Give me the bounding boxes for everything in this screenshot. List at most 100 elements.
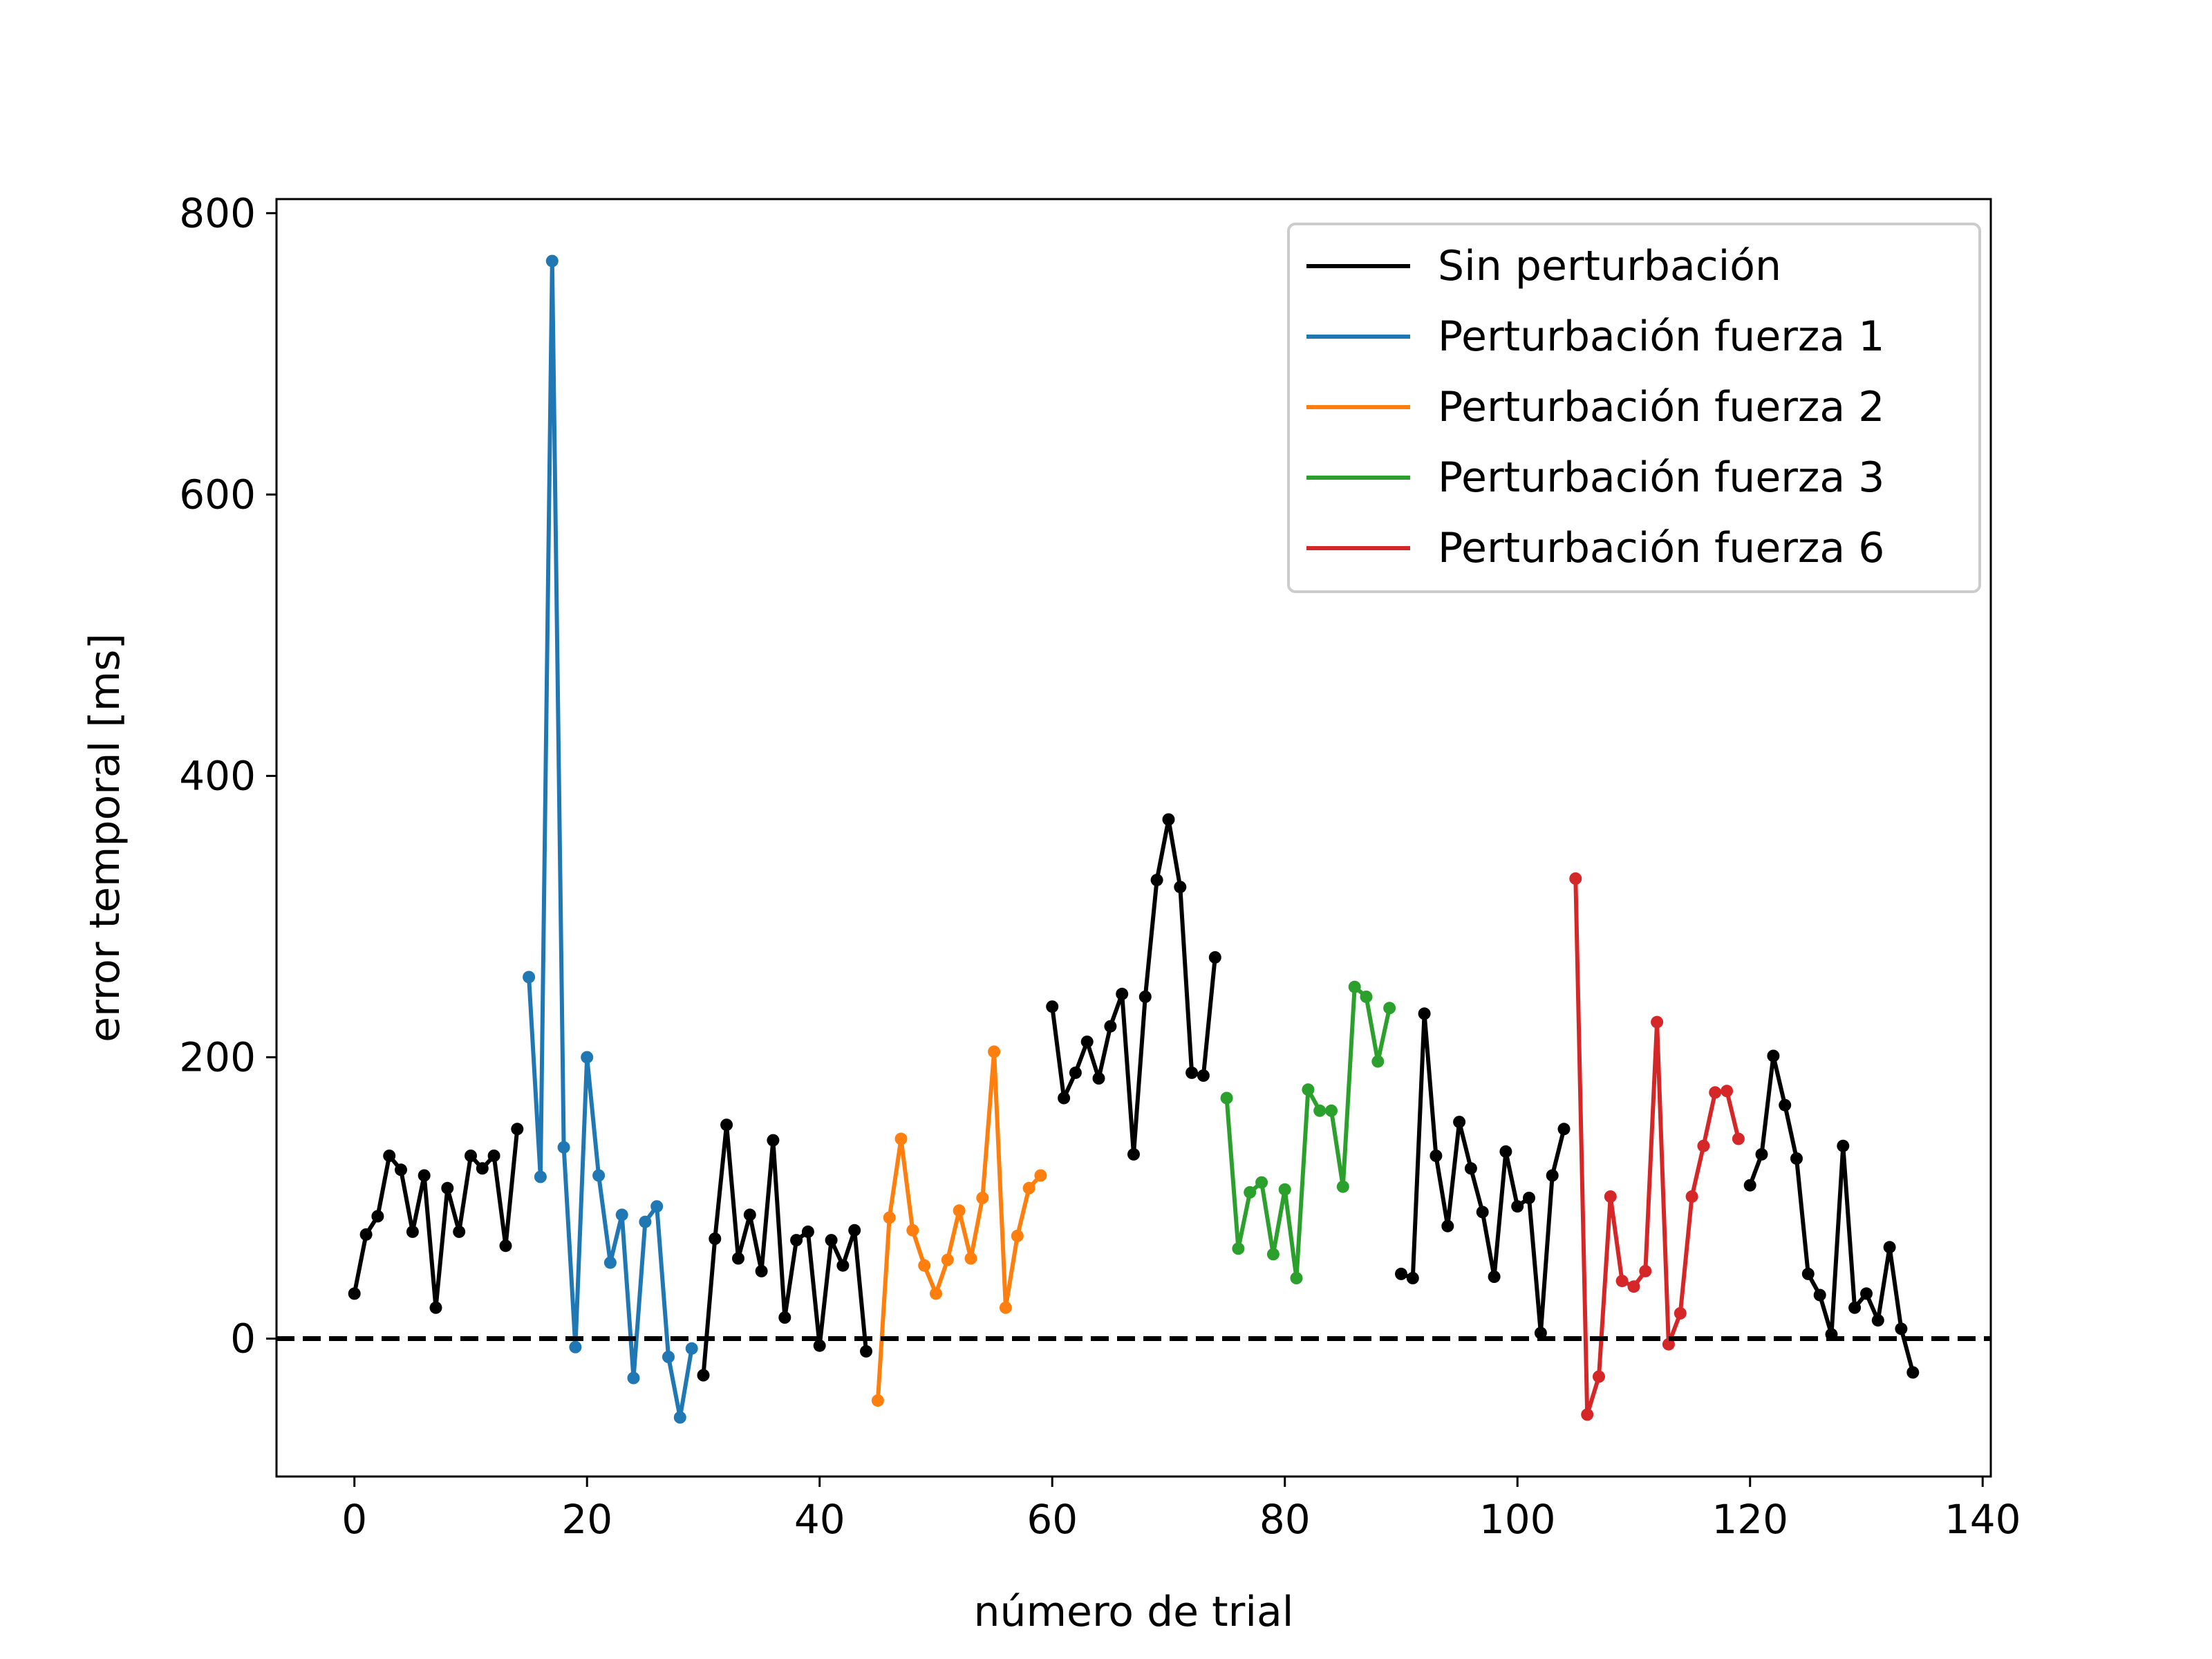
data-point	[603, 1256, 617, 1269]
data-point	[1755, 1147, 1768, 1161]
data-point	[557, 1141, 570, 1154]
data-point	[1813, 1288, 1826, 1302]
data-point	[1743, 1179, 1756, 1192]
data-point	[1790, 1152, 1803, 1165]
data-point	[1313, 1104, 1327, 1117]
data-point	[371, 1210, 384, 1223]
data-point	[988, 1045, 1001, 1058]
data-point	[1360, 991, 1373, 1003]
data-point	[1860, 1287, 1873, 1300]
x-tick-label: 40	[794, 1496, 845, 1543]
data-point	[395, 1163, 407, 1177]
data-point	[1546, 1169, 1559, 1182]
data-point	[720, 1118, 733, 1132]
data-point	[1674, 1306, 1687, 1320]
data-point	[627, 1371, 640, 1385]
data-point	[964, 1252, 977, 1265]
data-point	[1557, 1123, 1571, 1136]
data-point	[1244, 1185, 1257, 1199]
data-point	[953, 1204, 966, 1217]
data-point	[825, 1234, 838, 1247]
data-point	[1697, 1139, 1710, 1152]
data-point	[1185, 1066, 1199, 1079]
data-point	[1395, 1267, 1407, 1280]
data-point	[883, 1211, 896, 1224]
data-point	[1615, 1275, 1629, 1288]
data-point	[1255, 1176, 1268, 1189]
data-point	[1116, 987, 1129, 1000]
data-point	[767, 1134, 780, 1147]
legend-entry: Perturbación fuerza 3	[1306, 453, 1884, 502]
data-point	[1895, 1322, 1908, 1335]
y-axis-label: error temporal [ms]	[81, 633, 129, 1042]
data-point	[1767, 1049, 1780, 1062]
data-point	[1779, 1098, 1792, 1112]
series-4	[871, 1045, 1047, 1407]
data-point	[1150, 874, 1163, 887]
data-point	[650, 1200, 664, 1213]
data-point	[406, 1225, 419, 1238]
data-point	[499, 1239, 512, 1253]
x-tick-label: 20	[561, 1496, 612, 1543]
data-point	[1523, 1192, 1535, 1204]
data-point	[545, 254, 559, 268]
legend-entry: Perturbación fuerza 6	[1306, 524, 1884, 572]
data-point	[511, 1123, 524, 1136]
legend-label: Perturbación fuerza 1	[1438, 312, 1884, 361]
data-point	[999, 1301, 1012, 1314]
data-point	[1278, 1183, 1291, 1196]
data-point	[976, 1192, 989, 1204]
data-point	[1604, 1190, 1617, 1203]
data-point	[1709, 1086, 1722, 1099]
data-point	[673, 1411, 686, 1424]
data-point	[1685, 1190, 1698, 1203]
data-point	[592, 1169, 606, 1182]
data-point	[685, 1342, 698, 1355]
data-point	[918, 1259, 931, 1272]
data-point	[801, 1225, 814, 1238]
data-point	[1418, 1007, 1431, 1020]
data-point	[418, 1169, 431, 1182]
data-point	[348, 1287, 361, 1300]
data-point	[1441, 1219, 1454, 1232]
data-point	[359, 1228, 373, 1241]
data-point	[476, 1162, 489, 1175]
data-point	[1220, 1091, 1233, 1105]
data-point	[1266, 1248, 1280, 1261]
data-point	[894, 1132, 908, 1145]
series-9	[1743, 1049, 1920, 1379]
data-point	[1721, 1085, 1734, 1098]
data-point	[1569, 872, 1582, 885]
legend-entry: Perturbación fuerza 1	[1306, 312, 1884, 361]
data-point	[709, 1232, 722, 1245]
data-point	[1732, 1132, 1745, 1145]
plot-frame	[275, 198, 1992, 1478]
data-point	[755, 1264, 768, 1277]
data-point	[1104, 1020, 1117, 1033]
y-tick-label: 600	[179, 471, 256, 518]
y-tick-label: 0	[230, 1315, 256, 1362]
data-point	[1092, 1072, 1105, 1085]
data-point	[848, 1224, 861, 1237]
data-point	[1371, 1055, 1385, 1068]
legend-label: Perturbación fuerza 6	[1438, 524, 1884, 572]
series-8	[1569, 872, 1745, 1421]
data-point	[1046, 1000, 1059, 1013]
data-point	[1348, 980, 1361, 993]
legend-box	[1287, 223, 1981, 593]
data-point	[523, 971, 536, 984]
data-point	[1383, 1002, 1396, 1015]
data-point	[1476, 1206, 1489, 1219]
data-point	[1883, 1241, 1896, 1254]
data-point	[871, 1394, 884, 1407]
series-layer	[348, 254, 1920, 1424]
x-tick-label: 140	[1944, 1496, 2021, 1543]
series-6	[1220, 980, 1396, 1284]
data-point	[1593, 1370, 1605, 1383]
x-tick-label: 0	[341, 1496, 367, 1543]
data-point	[1022, 1181, 1035, 1194]
data-point	[1302, 1083, 1315, 1096]
data-point	[662, 1351, 675, 1363]
data-point	[790, 1234, 803, 1247]
data-point	[429, 1301, 442, 1314]
